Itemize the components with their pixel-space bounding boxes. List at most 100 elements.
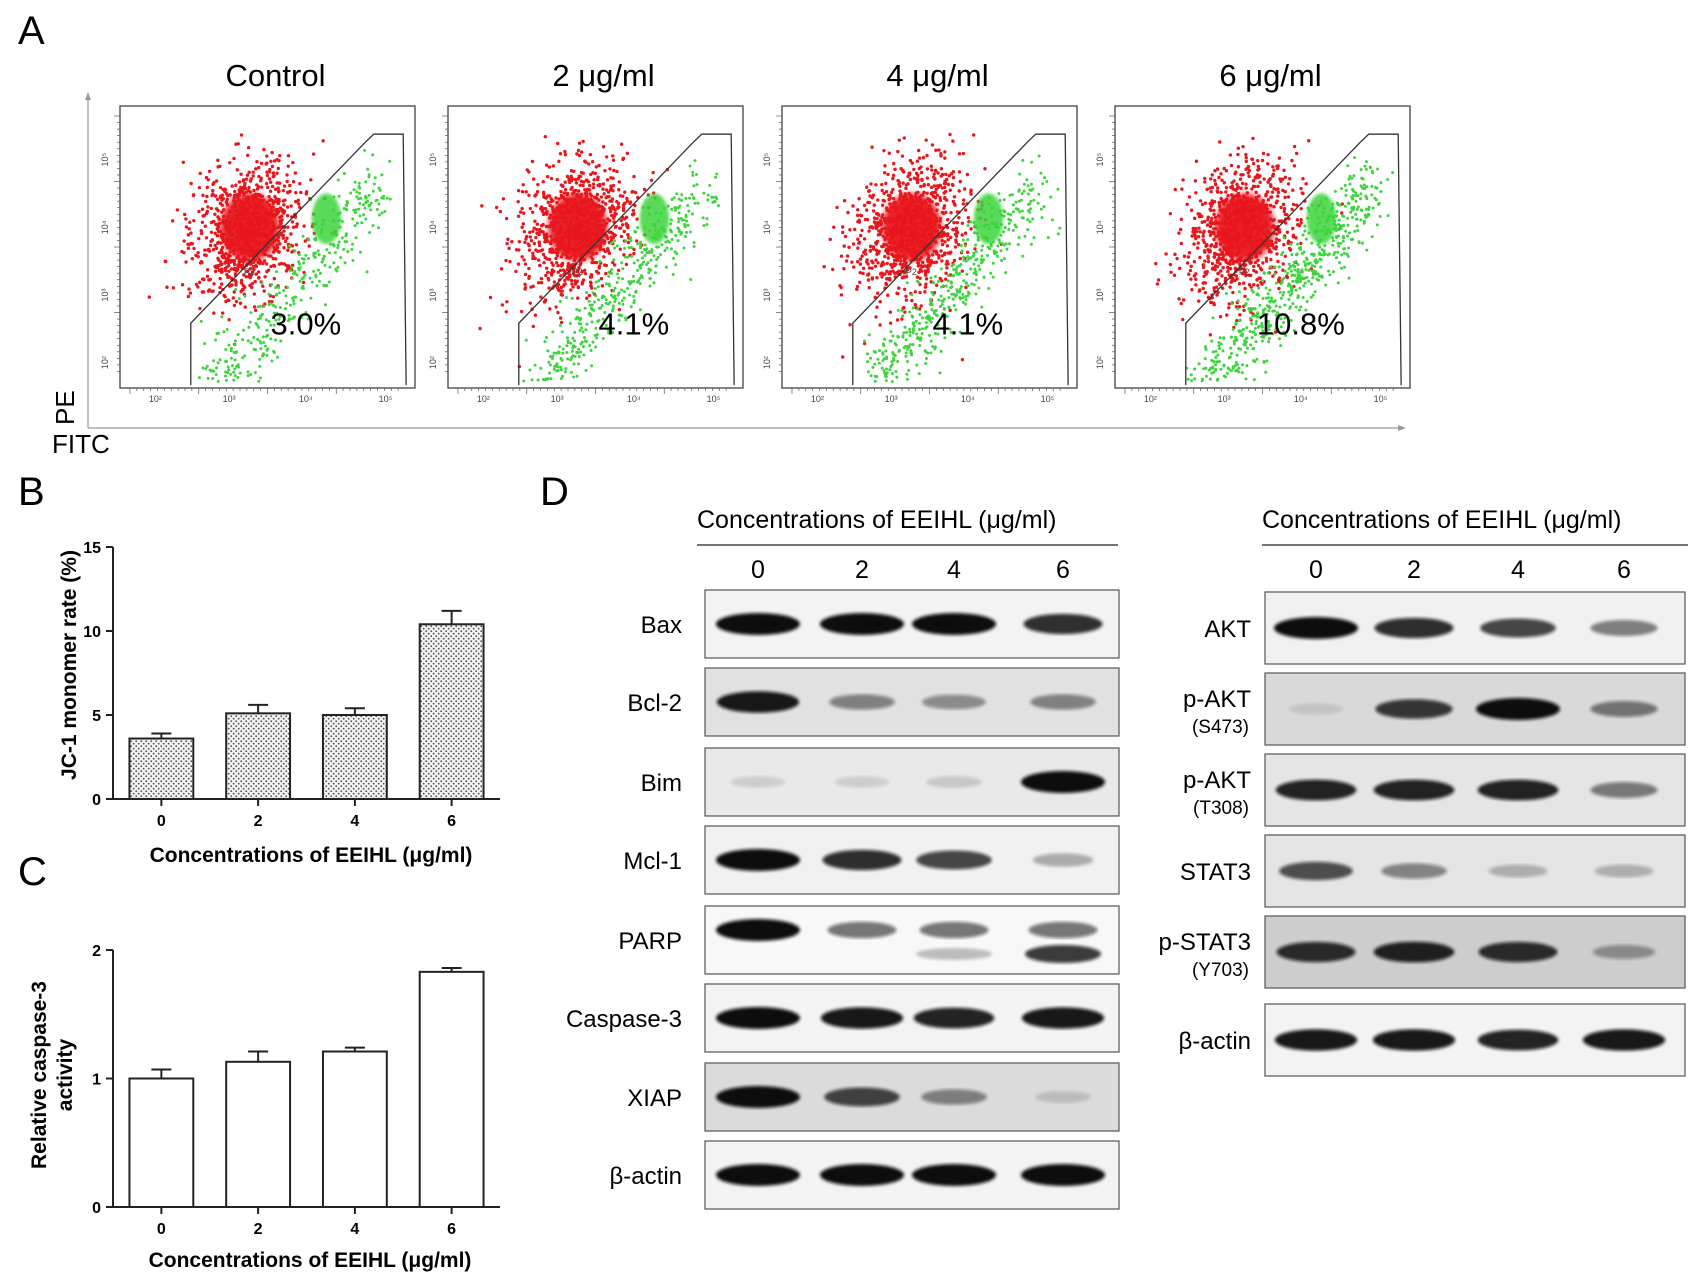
event-dot [677,229,681,233]
event-dot [885,355,889,359]
event-dot [928,333,932,337]
event-dot [1340,211,1344,215]
event-dot [1195,229,1199,234]
event-dot [241,338,245,342]
event-dot [1274,245,1279,249]
event-dot [544,163,549,167]
event-dot [1260,158,1265,163]
event-dot [955,272,959,276]
flow-gate-label: P2 [244,267,255,277]
event-dot [864,208,869,212]
event-dot [1018,172,1022,176]
event-dot [239,172,243,176]
event-dot [581,171,585,175]
event-dot [212,359,216,363]
event-dot [977,286,981,290]
event-dot [590,364,594,368]
event-dot [353,224,357,228]
event-dot [214,179,219,183]
event-dot [926,314,930,318]
event-dot [921,260,925,265]
event-dot [878,323,882,327]
event-dot [889,190,894,195]
event-dot [884,190,889,194]
event-dot [998,240,1002,244]
event-dot [916,148,921,153]
event-dot [541,192,546,197]
event-dot [898,184,902,188]
event-dot [610,197,615,201]
event-dot [551,330,555,334]
event-dot [1208,233,1213,237]
event-dot [877,361,881,365]
event-dot [915,178,919,182]
event-dot [298,182,302,186]
event-dot [360,221,364,225]
event-dot [362,213,366,217]
event-dot [249,285,254,290]
event-dot [1216,186,1220,190]
flow-y-tick: 10⁵ [762,152,772,166]
event-dot [1197,299,1201,303]
event-dot [1028,207,1032,211]
event-dot [669,218,673,222]
event-dot [625,196,629,201]
event-dot [621,302,625,306]
event-dot [1275,166,1280,171]
event-dot [966,238,970,242]
event-dot [683,222,687,226]
event-dot [1197,226,1201,230]
event-dot [632,247,636,252]
event-dot [584,339,588,343]
flow-events [147,133,392,383]
event-dot [1224,185,1229,190]
event-dot [1202,274,1206,278]
event-dot [943,189,948,194]
event-dot [282,229,286,233]
event-dot [674,263,678,267]
event-dot [522,379,526,383]
event-dot [907,368,911,372]
event-dot [220,315,224,319]
event-dot [604,301,608,305]
event-dot [201,366,205,370]
event-dot [633,230,637,234]
event-dot [565,275,569,280]
event-dot [536,258,541,262]
event-dot [232,156,236,161]
event-dot [1029,182,1033,186]
event-dot [885,277,889,281]
event-dot [851,204,855,208]
event-dot [1218,248,1222,252]
event-dot [692,245,696,249]
event-dot [357,197,361,201]
event-dot [578,261,583,265]
event-dot [905,372,909,376]
event-dot [288,317,292,321]
event-dot [213,194,218,198]
event-dot [573,354,577,358]
event-dot [979,261,983,265]
event-dot [956,242,961,247]
event-dot [480,204,484,208]
event-dot [1028,220,1032,224]
event-dot [954,240,958,244]
event-dot [196,251,200,255]
event-dot [1294,203,1299,207]
event-dot [677,220,681,224]
event-dot [923,285,928,289]
event-dot [519,309,524,314]
event-dot [1255,278,1259,282]
event-dot [607,195,611,199]
event-dot [340,219,344,223]
event-dot [323,284,327,288]
event-dot [576,189,581,193]
event-dot [275,181,279,185]
event-dot [547,194,552,198]
event-dot [559,320,564,325]
event-dot [1272,205,1276,209]
event-dot [1299,186,1303,191]
event-dot [939,154,943,158]
event-dot [300,257,304,261]
event-dot [212,311,216,315]
